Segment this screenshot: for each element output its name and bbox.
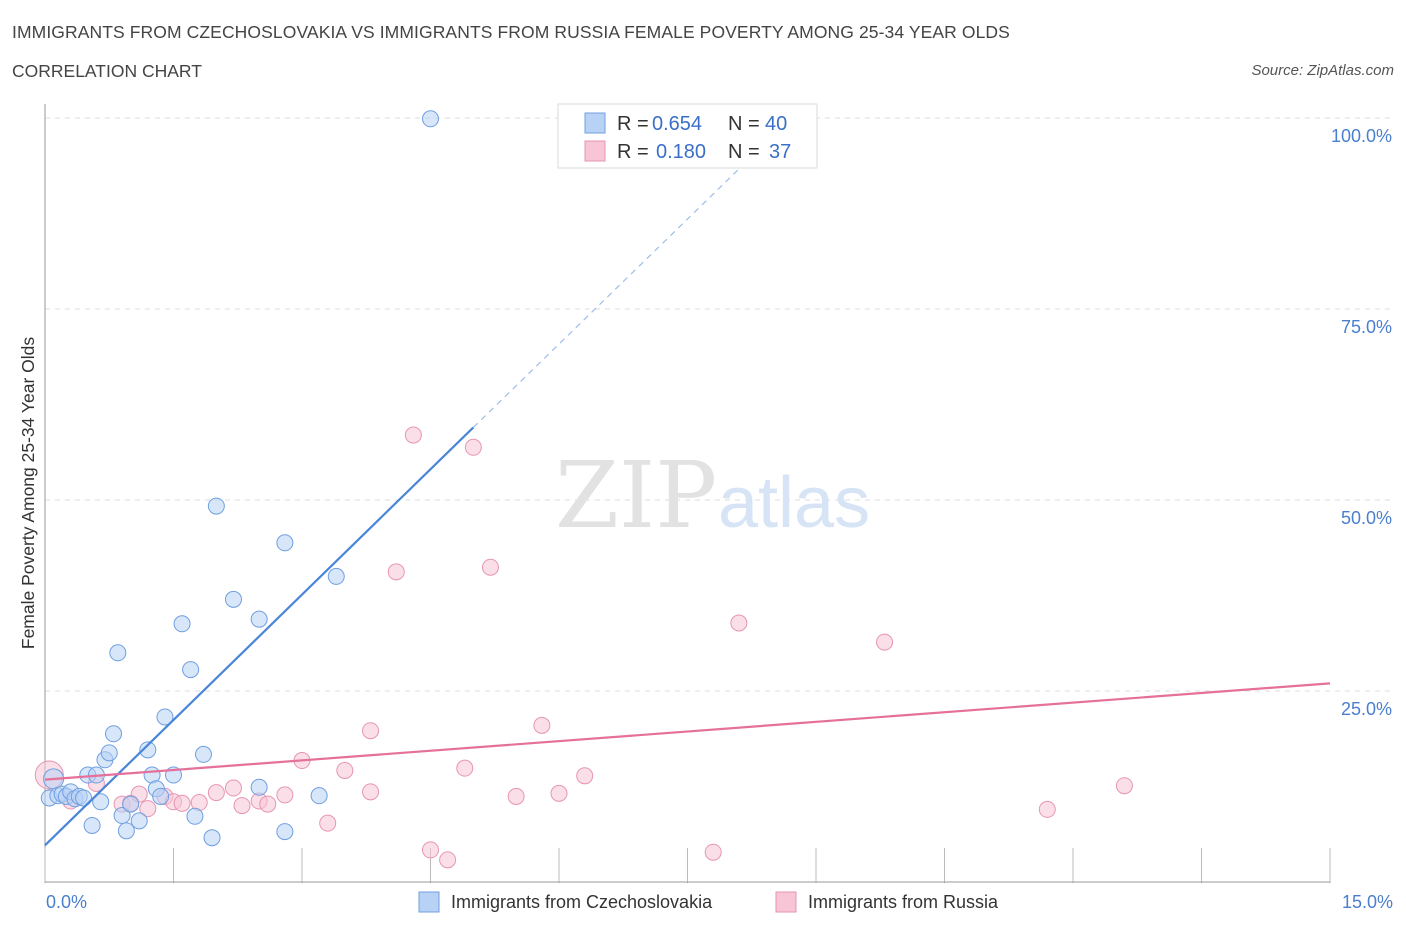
correlation-legend: R = 0.654 N = 40 R = 0.180 N = 37 bbox=[557, 103, 818, 169]
point-czechoslovakia-31 bbox=[203, 829, 221, 847]
point-russia-27 bbox=[464, 438, 482, 456]
point-russia-30 bbox=[533, 716, 551, 734]
point-czechoslovakia-12 bbox=[92, 793, 110, 811]
trend-russia bbox=[44, 682, 1331, 781]
y-tick-label-50: 50.0% bbox=[1341, 508, 1392, 528]
point-russia-22 bbox=[387, 563, 405, 581]
point-czechoslovakia-28 bbox=[182, 661, 200, 679]
point-russia-11 bbox=[207, 784, 225, 802]
point-czechoslovakia-27 bbox=[173, 615, 191, 633]
series-legend: Immigrants from Czechoslovakia Immigrant… bbox=[418, 891, 999, 913]
point-czechoslovakia-36 bbox=[276, 534, 294, 552]
legend-n-label-2: N = bbox=[728, 141, 760, 163]
series-russia-points bbox=[34, 426, 1133, 869]
point-czechoslovakia-18 bbox=[117, 822, 135, 840]
point-czechoslovakia-24 bbox=[152, 787, 170, 805]
point-russia-32 bbox=[576, 767, 594, 785]
point-czechoslovakia-40 bbox=[422, 110, 439, 128]
point-russia-28 bbox=[481, 558, 499, 576]
point-russia-36 bbox=[1038, 800, 1056, 818]
axes bbox=[44, 104, 1331, 883]
point-russia-31 bbox=[550, 784, 568, 802]
source-label: Source: ZipAtlas.com bbox=[1251, 62, 1394, 79]
point-czechoslovakia-16 bbox=[109, 644, 127, 662]
point-czechoslovakia-14 bbox=[100, 744, 118, 762]
legend-swatch-russia-bottom bbox=[775, 891, 797, 913]
point-russia-37 bbox=[1115, 777, 1133, 795]
point-czechoslovakia-37 bbox=[276, 823, 294, 841]
legend-n-label-1: N = bbox=[728, 113, 760, 135]
legend-n-value-1: 40 bbox=[765, 113, 787, 135]
x-tick-labels: 0.0% 15.0% bbox=[46, 892, 1393, 912]
point-czechoslovakia-39 bbox=[327, 567, 345, 585]
watermark: ZIP atlas bbox=[555, 442, 870, 549]
point-russia-33 bbox=[704, 843, 722, 861]
point-czechoslovakia-10 bbox=[83, 816, 101, 834]
series-czechoslovakia-points bbox=[40, 110, 439, 847]
watermark-zip: ZIP bbox=[555, 442, 717, 549]
y-tick-label-75: 75.0% bbox=[1341, 317, 1392, 337]
chart-subtitle: CORRELATION CHART bbox=[12, 61, 202, 81]
point-czechoslovakia-25 bbox=[156, 708, 174, 726]
legend-r-value-2: 0.180 bbox=[656, 141, 706, 163]
point-russia-34 bbox=[730, 614, 748, 632]
point-russia-21 bbox=[362, 722, 380, 740]
point-czechoslovakia-19 bbox=[122, 795, 140, 813]
trend-czechoslovakia-extension bbox=[472, 151, 757, 428]
point-russia-18 bbox=[319, 814, 337, 832]
legend-swatch-russia bbox=[584, 140, 606, 162]
trend-lines bbox=[44, 151, 1331, 847]
legend-swatch-czechoslovakia bbox=[584, 112, 606, 134]
point-czechoslovakia-38 bbox=[310, 787, 328, 805]
point-czechoslovakia-8 bbox=[75, 789, 93, 807]
y-axis-label: Female Poverty Among 25-34 Year Olds bbox=[18, 337, 38, 650]
point-russia-23 bbox=[404, 426, 422, 444]
legend-label-russia: Immigrants from Russia bbox=[808, 892, 999, 912]
point-russia-29 bbox=[507, 787, 525, 805]
point-czechoslovakia-30 bbox=[194, 745, 212, 763]
point-russia-15 bbox=[259, 795, 277, 813]
point-czechoslovakia-34 bbox=[250, 610, 268, 628]
point-czechoslovakia-15 bbox=[105, 725, 123, 743]
point-russia-9 bbox=[173, 794, 191, 812]
point-czechoslovakia-20 bbox=[130, 812, 148, 830]
point-russia-12 bbox=[224, 779, 242, 797]
point-russia-16 bbox=[276, 786, 294, 804]
y-tick-labels: 25.0% 50.0% 75.0% 100.0% bbox=[1331, 126, 1392, 719]
legend-r-label-2: R = bbox=[617, 141, 649, 163]
chart-title: IMMIGRANTS FROM CZECHOSLOVAKIA VS IMMIGR… bbox=[12, 22, 1010, 42]
y-tick-label-25: 25.0% bbox=[1341, 699, 1392, 719]
point-russia-25 bbox=[439, 851, 457, 869]
point-russia-26 bbox=[456, 759, 474, 777]
point-czechoslovakia-29 bbox=[186, 807, 204, 825]
grid-lines bbox=[45, 117, 1390, 692]
x-tick-label-max: 15.0% bbox=[1342, 892, 1393, 912]
point-czechoslovakia-35 bbox=[250, 778, 268, 796]
point-russia-35 bbox=[876, 633, 894, 651]
point-russia-24 bbox=[422, 841, 439, 859]
legend-r-value-1: 0.654 bbox=[652, 113, 702, 135]
point-russia-6 bbox=[139, 800, 157, 818]
point-russia-19 bbox=[336, 761, 354, 779]
y-tick-label-100: 100.0% bbox=[1331, 126, 1392, 146]
point-russia-13 bbox=[233, 797, 251, 815]
legend-n-value-2: 37 bbox=[769, 141, 791, 163]
x-tick-label-min: 0.0% bbox=[46, 892, 87, 912]
point-czechoslovakia-32 bbox=[207, 497, 225, 515]
point-czechoslovakia-21 bbox=[139, 741, 157, 759]
point-czechoslovakia-33 bbox=[224, 590, 242, 608]
legend-r-label-1: R = bbox=[617, 113, 649, 135]
watermark-atlas: atlas bbox=[718, 463, 870, 543]
trend-czechoslovakia bbox=[44, 426, 475, 847]
legend-label-czechoslovakia: Immigrants from Czechoslovakia bbox=[451, 892, 713, 912]
point-russia-20 bbox=[362, 783, 380, 801]
legend-swatch-czechoslovakia-bottom bbox=[418, 891, 440, 913]
